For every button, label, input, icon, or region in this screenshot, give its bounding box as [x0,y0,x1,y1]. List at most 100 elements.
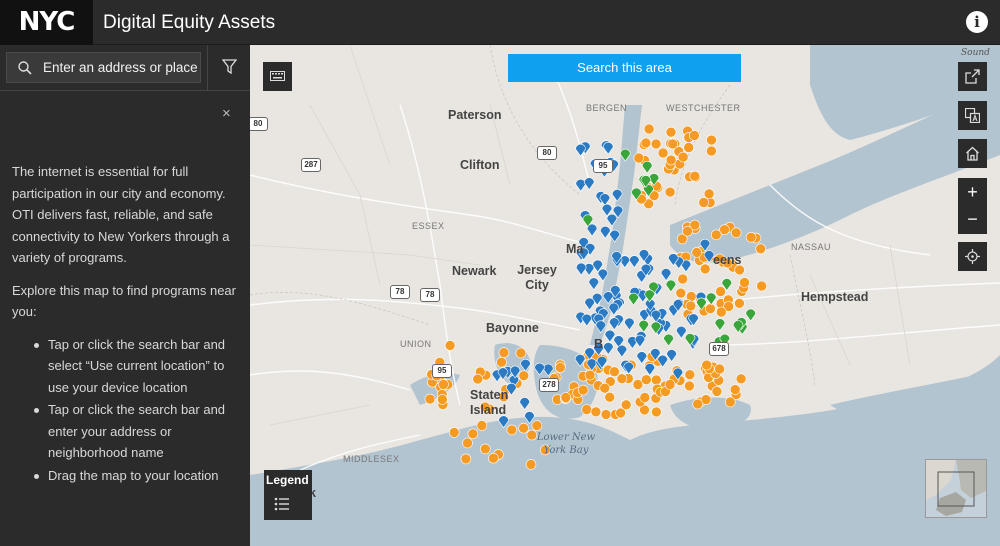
asset-marker[interactable] [623,361,635,375]
asset-marker[interactable] [675,287,687,299]
asset-marker[interactable] [631,187,642,201]
asset-marker[interactable] [644,363,656,376]
asset-marker[interactable] [665,279,677,293]
asset-marker[interactable] [611,251,622,265]
asset-marker[interactable] [715,306,727,318]
asset-marker[interactable] [684,369,696,381]
search-this-area-button[interactable]: Search this area [508,54,741,82]
asset-marker[interactable] [706,134,717,146]
asset-marker[interactable] [600,409,612,420]
asset-marker[interactable] [506,382,517,396]
asset-marker[interactable] [498,415,509,429]
asset-marker[interactable] [640,175,652,188]
asset-marker[interactable] [506,424,518,436]
asset-marker[interactable] [724,396,736,408]
asset-marker[interactable] [643,123,655,135]
asset-marker[interactable] [599,193,611,207]
asset-marker[interactable] [715,286,726,297]
asset-marker[interactable] [703,250,715,264]
asset-marker[interactable] [577,384,589,396]
asset-marker[interactable] [703,188,715,200]
asset-marker[interactable] [526,429,538,441]
asset-marker[interactable] [611,189,623,202]
asset-marker[interactable] [634,334,646,348]
asset-marker[interactable] [628,292,639,306]
asset-marker[interactable] [574,354,586,367]
asset-marker[interactable] [699,238,711,252]
asset-marker[interactable] [732,320,744,334]
asset-marker[interactable] [639,392,651,403]
asset-marker[interactable] [578,237,590,250]
asset-marker[interactable] [638,319,650,333]
asset-marker[interactable] [719,224,730,235]
asset-marker[interactable] [739,277,750,288]
asset-marker[interactable] [620,399,632,411]
asset-marker[interactable] [560,392,572,403]
asset-marker[interactable] [584,369,596,381]
asset-marker[interactable] [575,143,586,157]
asset-marker[interactable] [651,406,662,418]
asset-marker[interactable] [644,289,655,303]
asset-marker[interactable] [666,349,677,363]
asset-marker[interactable] [755,243,767,255]
asset-marker[interactable] [677,273,689,285]
asset-marker[interactable] [677,151,689,163]
search-box[interactable] [6,52,201,83]
asset-marker[interactable] [700,394,712,405]
asset-marker[interactable] [496,356,507,368]
close-panel-button[interactable]: × [222,105,231,122]
asset-marker[interactable] [498,391,510,403]
asset-marker[interactable] [734,264,745,276]
asset-marker[interactable] [462,437,473,449]
asset-marker[interactable] [685,300,697,312]
asset-marker[interactable] [604,391,616,403]
asset-marker[interactable] [648,281,659,295]
asset-marker[interactable] [497,367,509,381]
asset-marker[interactable] [660,268,672,282]
asset-marker[interactable] [705,303,716,315]
asset-marker[interactable] [633,152,645,164]
asset-marker[interactable] [612,205,624,219]
asset-marker[interactable] [730,227,742,239]
asset-marker[interactable] [591,292,603,306]
filter-button[interactable] [207,45,250,91]
asset-marker[interactable] [719,333,731,347]
asset-marker[interactable] [691,247,703,258]
search-input[interactable] [43,53,199,82]
asset-marker[interactable] [701,359,713,371]
asset-marker[interactable] [667,138,679,150]
asset-marker[interactable] [721,278,733,291]
asset-marker[interactable] [609,229,621,243]
asset-marker[interactable] [672,299,684,312]
asset-marker[interactable] [639,404,650,416]
asset-marker[interactable] [616,344,628,358]
asset-marker[interactable] [599,382,611,394]
asset-marker[interactable] [582,214,594,228]
asset-marker[interactable] [515,347,527,359]
asset-marker[interactable] [578,247,590,261]
asset-marker[interactable] [640,374,652,386]
asset-marker[interactable] [597,268,609,282]
asset-marker[interactable] [683,142,695,153]
asset-marker[interactable] [602,291,614,305]
asset-marker[interactable] [472,373,483,385]
asset-marker[interactable] [531,420,543,431]
asset-marker[interactable] [729,384,741,395]
asset-marker[interactable] [593,313,605,327]
asset-marker[interactable] [714,318,726,332]
asset-marker[interactable] [437,394,448,405]
asset-marker[interactable] [667,253,679,267]
asset-marker[interactable] [689,130,700,141]
map-view[interactable]: Paterson Clifton Newark Jersey City Bayo… [250,45,1000,546]
asset-marker[interactable] [682,225,693,237]
asset-marker[interactable] [606,213,618,227]
asset-marker[interactable] [675,325,687,339]
asset-marker[interactable] [602,141,614,155]
asset-marker[interactable] [608,317,620,331]
asset-marker[interactable] [599,225,611,239]
asset-marker[interactable] [584,347,595,361]
asset-marker[interactable] [588,277,600,291]
asset-marker[interactable] [628,255,640,269]
asset-marker[interactable] [638,249,650,263]
asset-marker[interactable] [650,374,662,386]
